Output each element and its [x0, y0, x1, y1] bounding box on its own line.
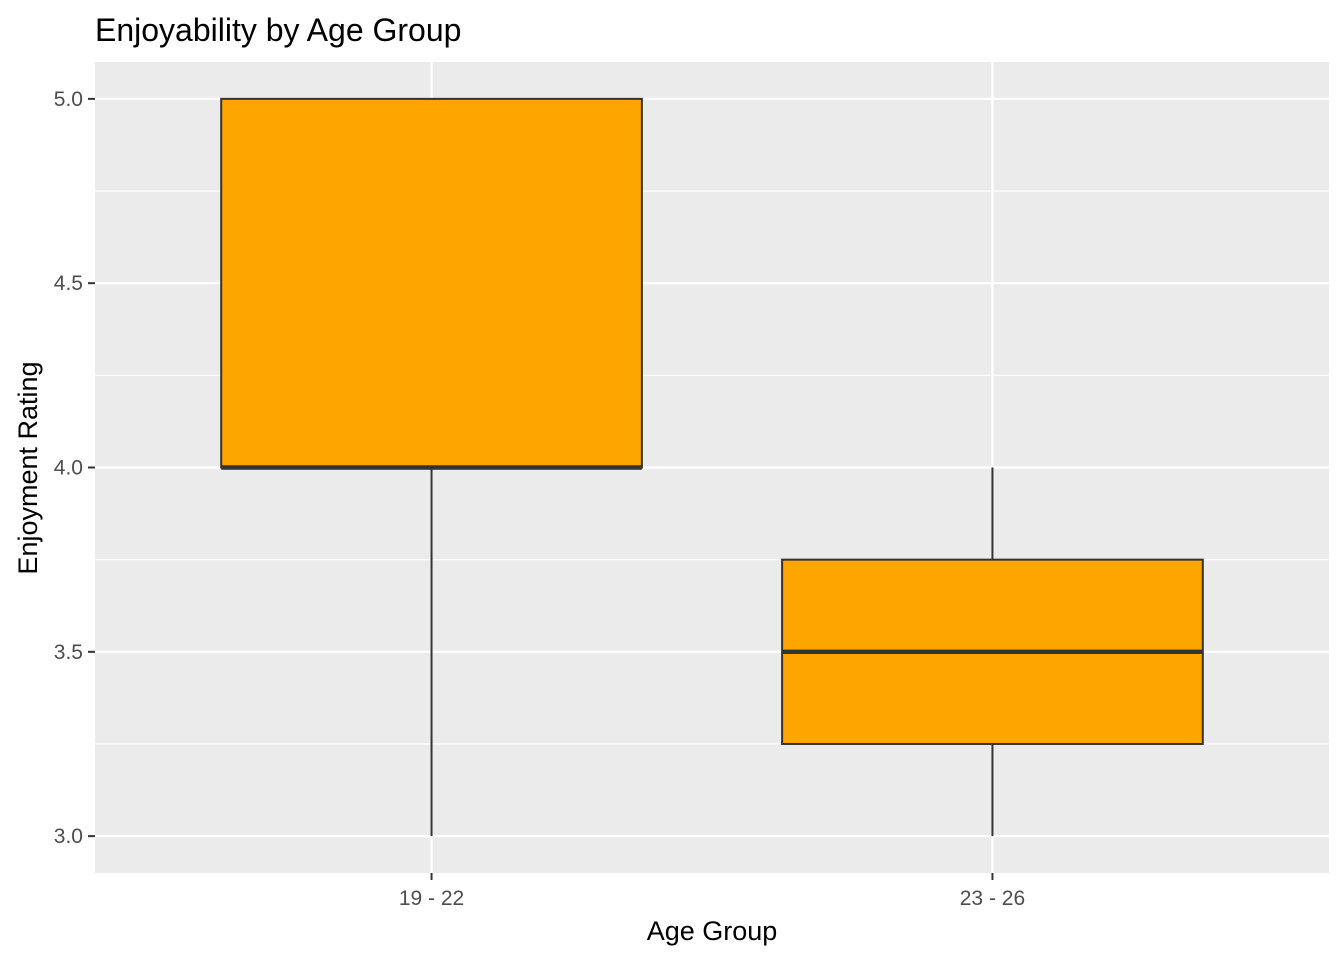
y-axis: 3.0 3.5 4.0 4.5 5.0: [54, 88, 95, 848]
y-tick-label: 4.0: [54, 457, 83, 480]
box-group: [220, 97, 643, 837]
y-axis-title: Enjoyment Rating: [13, 361, 43, 574]
boxes: [220, 97, 1204, 837]
y-tick-label: 3.0: [54, 825, 83, 848]
y-tick-label: 3.5: [54, 641, 83, 664]
x-tick-label: 19 - 22: [399, 887, 464, 910]
x-axis-title: Age Group: [647, 916, 778, 946]
box-iqr: [220, 97, 643, 469]
x-axis: 19 - 22 23 - 26: [399, 873, 1025, 910]
y-tick-label: 5.0: [54, 88, 83, 111]
y-tick-label: 4.5: [54, 272, 83, 295]
box-group: [781, 467, 1204, 837]
x-tick-label: 23 - 26: [960, 887, 1025, 910]
chart-title: Enjoyability by Age Group: [95, 12, 461, 48]
